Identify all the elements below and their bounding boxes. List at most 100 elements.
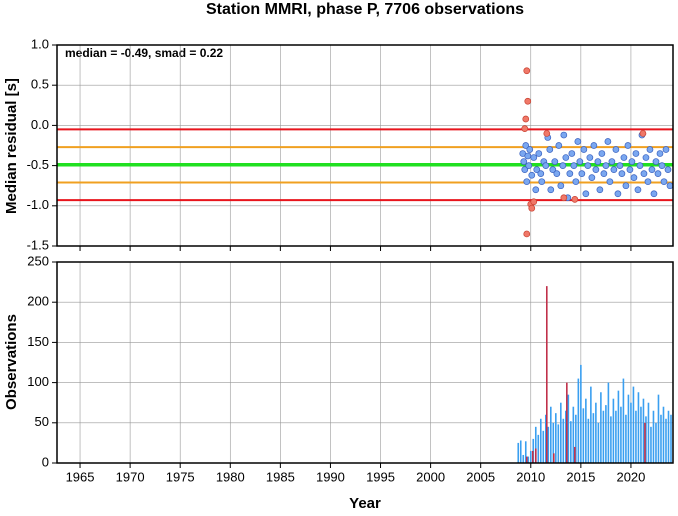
bar — [534, 448, 537, 463]
x-tick-label: 2005 — [466, 469, 495, 484]
point — [632, 150, 640, 157]
point — [525, 162, 533, 169]
x-tick-label: 2015 — [566, 469, 595, 484]
bar — [667, 410, 670, 463]
point — [616, 162, 624, 169]
y-tick-label: 100 — [27, 374, 49, 389]
x-tick-label: 1965 — [66, 469, 95, 484]
bar — [562, 418, 565, 463]
y-tick-label: 50 — [35, 414, 49, 429]
point — [588, 174, 596, 182]
bar — [640, 406, 642, 463]
bar — [582, 408, 585, 463]
point — [628, 158, 636, 165]
point — [660, 178, 668, 186]
x-tick-label: 1975 — [166, 469, 195, 484]
bar — [567, 394, 570, 463]
y-tick-label: 200 — [27, 294, 49, 309]
y-tick-label: 0.5 — [31, 77, 49, 92]
bar — [537, 434, 540, 463]
point — [538, 178, 546, 186]
annotation: median = -0.49, smad = 0.22 — [65, 46, 223, 60]
point — [654, 170, 662, 177]
plot-frame — [56, 44, 674, 247]
bar — [585, 398, 587, 463]
point — [568, 150, 576, 157]
point — [652, 158, 660, 165]
bar — [592, 413, 595, 463]
bar — [524, 441, 527, 463]
point — [522, 142, 530, 149]
point — [604, 138, 612, 145]
point — [523, 178, 531, 186]
point — [546, 146, 554, 153]
point — [612, 146, 620, 153]
bar — [602, 410, 605, 463]
point — [600, 170, 608, 177]
point — [624, 142, 632, 149]
bar — [595, 402, 597, 463]
bar — [570, 421, 572, 463]
point — [630, 174, 638, 182]
point — [528, 204, 536, 212]
bar — [617, 390, 620, 463]
x-axis-label: Year — [349, 495, 381, 511]
point — [521, 166, 529, 173]
point — [640, 170, 648, 177]
point — [664, 166, 672, 173]
point — [522, 115, 530, 123]
bar — [597, 422, 600, 463]
point — [528, 171, 536, 179]
point — [576, 158, 584, 165]
bar — [525, 456, 528, 463]
point — [582, 190, 590, 198]
point — [551, 158, 559, 165]
bar — [612, 398, 615, 463]
bar — [644, 422, 646, 463]
point — [524, 152, 532, 160]
y-tick-label: -1.5 — [27, 237, 49, 252]
point — [636, 162, 644, 169]
y-tick-label: -0.5 — [27, 157, 49, 172]
bar — [580, 364, 582, 463]
bar — [555, 413, 557, 463]
x-tick-label: 2010 — [516, 469, 545, 484]
point — [526, 146, 534, 153]
bar — [590, 386, 592, 463]
point — [549, 166, 557, 173]
point — [557, 182, 565, 190]
point — [590, 142, 598, 149]
bar — [655, 422, 657, 463]
point — [650, 190, 658, 198]
point — [570, 162, 578, 169]
bar — [607, 382, 610, 463]
bar — [650, 426, 652, 463]
point — [566, 170, 574, 177]
point — [658, 162, 666, 169]
bar — [531, 450, 534, 463]
x-tick-label: 1970 — [116, 469, 145, 484]
point — [606, 178, 614, 186]
x-tick-label: 2000 — [416, 469, 445, 484]
point — [523, 67, 531, 75]
bar — [620, 406, 622, 463]
bar — [632, 386, 635, 463]
bar — [605, 405, 607, 463]
point — [578, 170, 586, 177]
bar — [534, 426, 537, 463]
bar — [647, 402, 650, 463]
bar — [544, 414, 547, 463]
bar — [615, 410, 617, 463]
point — [532, 186, 540, 194]
bar — [547, 426, 550, 463]
bar — [572, 406, 575, 463]
bar — [642, 398, 645, 463]
y-tick-label: 150 — [27, 334, 49, 349]
point — [596, 186, 604, 194]
point — [642, 154, 650, 161]
point — [521, 125, 529, 132]
y-tick-label: 0 — [42, 454, 49, 469]
point — [622, 182, 630, 190]
bar — [557, 424, 560, 463]
